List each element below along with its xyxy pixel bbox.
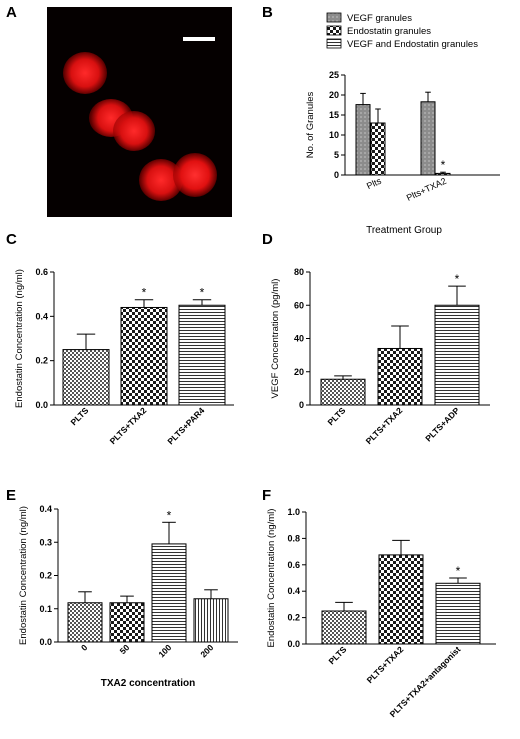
y-tick-label: 0.6 (35, 267, 48, 277)
bar (378, 554, 424, 645)
y-tick-label: 0.0 (39, 637, 52, 647)
y-tick-label: 60 (294, 300, 304, 310)
y-tick-label: 0.4 (39, 504, 52, 514)
significance-marker: * (456, 564, 461, 578)
bar (120, 306, 168, 406)
platelet-cell (113, 111, 155, 151)
y-axis-label: No. of Granules (305, 91, 316, 158)
y-tick-label: 0.3 (39, 537, 52, 547)
panel-label-f: F (262, 487, 272, 504)
significance-marker: * (441, 158, 446, 172)
x-tick-label: 0 (79, 642, 90, 653)
bar (435, 582, 481, 645)
bar (321, 610, 367, 645)
panel-label-a: A (6, 4, 17, 21)
significance-marker: * (142, 286, 147, 300)
panel-label-e: E (6, 487, 17, 504)
bar (151, 543, 187, 643)
y-tick-label: 20 (294, 367, 304, 377)
bar (62, 349, 110, 406)
panel-label-c: C (6, 231, 17, 248)
x-axis-label: Treatment Group (366, 225, 442, 236)
y-tick-label: 0.8 (287, 533, 300, 543)
platelet-cell (173, 153, 217, 197)
legend-label: VEGF and Endostatin granules (347, 39, 478, 50)
bar (67, 602, 103, 643)
y-tick-label: 0 (334, 170, 339, 180)
significance-marker: * (167, 508, 172, 522)
x-tick-label: PLTS (326, 644, 348, 666)
platelet-cell (63, 52, 107, 94)
y-tick-label: 25 (329, 70, 339, 80)
y-tick-label: 5 (334, 150, 339, 160)
y-axis-label: VEGF Concentration (pg/ml) (270, 279, 281, 399)
y-tick-label: 80 (294, 267, 304, 277)
legend-label: VEGF granules (347, 13, 412, 24)
y-tick-label: 0 (299, 400, 304, 410)
legend-label: Endostatin granules (347, 26, 431, 37)
y-axis-label: Endostatin Concentration (ng/ml) (18, 506, 29, 645)
y-tick-label: 20 (329, 90, 339, 100)
legend-swatch (326, 25, 342, 36)
significance-marker: * (200, 286, 205, 300)
bar (434, 304, 480, 406)
y-tick-label: 0.6 (287, 560, 300, 570)
x-axis-label: TXA2 concentration (101, 678, 195, 689)
legend-swatch (326, 38, 342, 49)
panel-label-b: B (262, 4, 273, 21)
y-tick-label: 0.0 (287, 639, 300, 649)
bar (377, 347, 423, 406)
y-tick-label: 10 (329, 130, 339, 140)
y-tick-label: 0.2 (35, 356, 48, 366)
y-tick-label: 0.4 (287, 586, 300, 596)
legend-swatch (326, 12, 342, 23)
y-axis-label: Endostatin Concentration (ng/ml) (14, 269, 25, 408)
bar (178, 304, 226, 406)
y-tick-label: 40 (294, 334, 304, 344)
y-tick-label: 0.0 (35, 400, 48, 410)
panel-label-d: D (262, 231, 273, 248)
y-axis-label: Endostatin Concentration (ng/ml) (266, 509, 277, 648)
y-tick-label: 0.1 (39, 604, 52, 614)
significance-marker: * (455, 272, 460, 286)
y-tick-label: 0.2 (287, 613, 300, 623)
y-tick-label: 0.2 (39, 571, 52, 581)
y-tick-label: 15 (329, 110, 339, 120)
scale-bar (183, 37, 215, 41)
x-tick-label: PLTS+TXA2 (365, 644, 406, 685)
y-tick-label: 1.0 (287, 507, 300, 517)
bar (109, 602, 145, 643)
bar (193, 598, 229, 643)
y-tick-label: 0.4 (35, 311, 48, 321)
fluorescence-micrograph (47, 7, 232, 217)
